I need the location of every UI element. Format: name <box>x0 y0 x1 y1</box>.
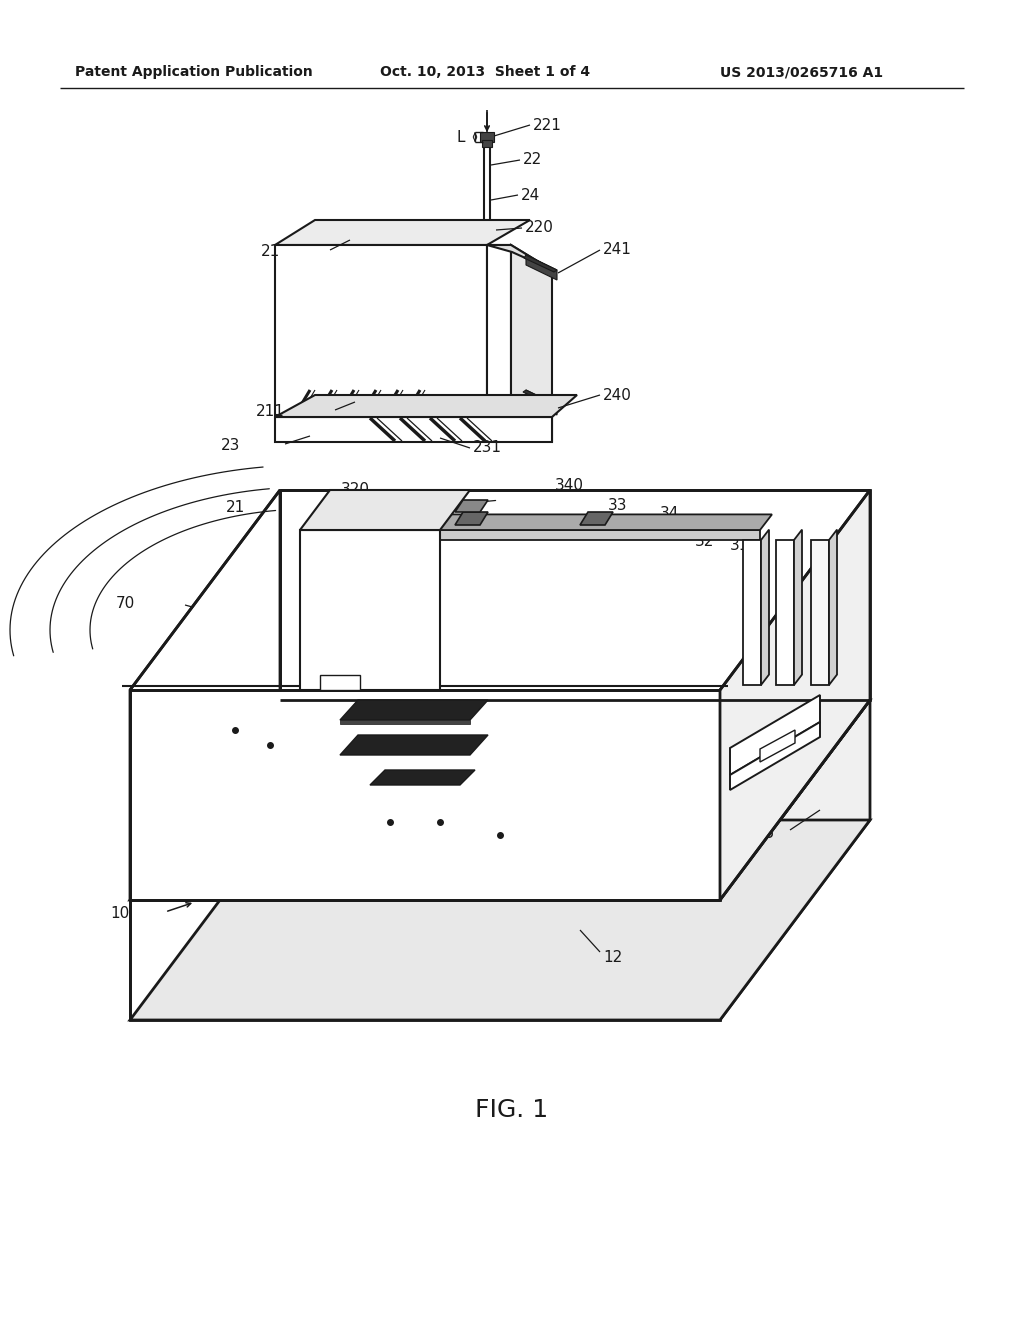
Polygon shape <box>481 222 493 230</box>
Polygon shape <box>130 690 720 900</box>
Polygon shape <box>829 529 837 685</box>
Text: 240: 240 <box>603 388 632 403</box>
Polygon shape <box>487 246 511 414</box>
Polygon shape <box>523 389 557 407</box>
Text: 241: 241 <box>603 243 632 257</box>
Polygon shape <box>743 540 761 685</box>
Polygon shape <box>300 531 440 690</box>
Polygon shape <box>720 700 870 1020</box>
Polygon shape <box>455 512 488 525</box>
Polygon shape <box>730 696 820 775</box>
Text: 231: 231 <box>473 441 502 455</box>
Text: US 2013/0265716 A1: US 2013/0265716 A1 <box>720 65 883 79</box>
Polygon shape <box>319 675 360 690</box>
Polygon shape <box>760 730 795 762</box>
Polygon shape <box>130 820 870 1020</box>
Polygon shape <box>580 512 613 525</box>
Polygon shape <box>340 735 488 755</box>
Polygon shape <box>275 220 530 246</box>
Text: 21: 21 <box>261 244 280 260</box>
Text: 30: 30 <box>775 545 795 561</box>
Text: 221: 221 <box>534 117 562 132</box>
Polygon shape <box>130 490 280 900</box>
Text: 15: 15 <box>755 825 774 841</box>
Polygon shape <box>794 529 802 685</box>
Polygon shape <box>280 490 870 700</box>
Text: 12: 12 <box>603 949 623 965</box>
Polygon shape <box>761 529 769 685</box>
Polygon shape <box>526 389 557 414</box>
Text: 33: 33 <box>608 498 628 512</box>
Text: 31: 31 <box>730 537 750 553</box>
Text: 10: 10 <box>110 907 129 921</box>
Text: 34: 34 <box>660 506 679 520</box>
Text: L: L <box>457 129 465 144</box>
Text: 211: 211 <box>256 404 285 420</box>
Polygon shape <box>130 700 870 900</box>
Polygon shape <box>776 540 794 685</box>
Polygon shape <box>300 490 470 531</box>
Text: 24: 24 <box>521 187 541 202</box>
Polygon shape <box>482 140 492 147</box>
Polygon shape <box>275 246 487 414</box>
Text: 32: 32 <box>695 535 715 549</box>
Text: Patent Application Publication: Patent Application Publication <box>75 65 312 79</box>
Polygon shape <box>487 246 552 271</box>
Text: 70: 70 <box>116 595 135 610</box>
Polygon shape <box>340 700 488 719</box>
Polygon shape <box>479 228 495 238</box>
Text: 220: 220 <box>525 220 554 235</box>
Text: 22: 22 <box>523 153 543 168</box>
Polygon shape <box>480 132 494 143</box>
Polygon shape <box>730 722 820 789</box>
Polygon shape <box>511 246 552 440</box>
Polygon shape <box>526 255 557 280</box>
Text: FIG. 1: FIG. 1 <box>475 1098 549 1122</box>
Polygon shape <box>275 395 577 417</box>
Polygon shape <box>380 531 760 540</box>
Polygon shape <box>524 255 557 272</box>
Polygon shape <box>275 417 552 442</box>
Polygon shape <box>811 540 829 685</box>
Polygon shape <box>130 900 720 1020</box>
Text: 320: 320 <box>341 483 370 498</box>
Polygon shape <box>455 500 488 512</box>
Text: 340: 340 <box>555 478 584 492</box>
Polygon shape <box>380 515 772 531</box>
Text: Oct. 10, 2013  Sheet 1 of 4: Oct. 10, 2013 Sheet 1 of 4 <box>380 65 590 79</box>
Polygon shape <box>340 719 470 723</box>
Polygon shape <box>720 490 870 900</box>
Text: 21: 21 <box>225 500 245 516</box>
Text: 23: 23 <box>220 438 240 454</box>
Polygon shape <box>370 770 475 785</box>
